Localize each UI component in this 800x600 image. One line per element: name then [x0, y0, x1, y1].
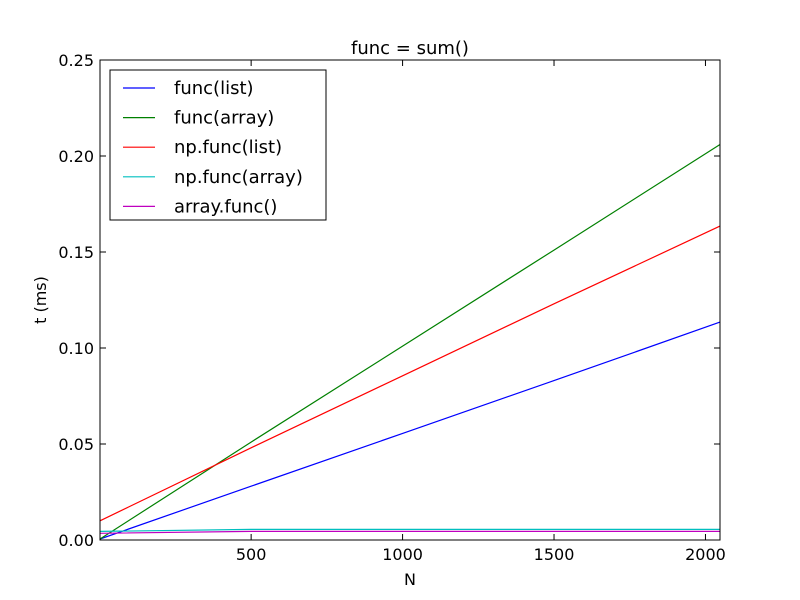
y-axis-label: t (ms) [31, 276, 50, 324]
x-tick-label: 500 [236, 545, 267, 564]
y-tick-label: 0.00 [58, 531, 94, 550]
y-tick-label: 0.10 [58, 339, 94, 358]
legend-label-4: array.func() [174, 196, 277, 217]
legend-label-1: func(array) [174, 108, 274, 129]
series-line-3 [99, 528, 720, 532]
x-tick-label: 1000 [382, 545, 423, 564]
chart-title: func = sum() [351, 38, 469, 59]
ticks-layer: 500 1000 1500 2000 0.00 0.05 0.10 0.15 0.20 0.25 [58, 51, 725, 564]
legend-label-2: np.func(list) [174, 137, 282, 158]
series-line-4 [99, 530, 720, 534]
y-tick-label: 0.20 [58, 147, 94, 166]
legend-box [109, 69, 327, 221]
legend-label-0: func(list) [174, 78, 254, 99]
plot-frame [99, 59, 721, 541]
y-tick-label: 0.15 [58, 243, 94, 262]
legend: func(list) func(array) np.func(list) np.fun… [109, 69, 327, 221]
x-axis-label: N [404, 570, 416, 589]
y-tick-label: 0.25 [58, 51, 94, 70]
series-line-1 [99, 143, 721, 540]
series-line-2 [99, 225, 721, 522]
series-layer [99, 143, 721, 540]
x-tick-label: 2000 [685, 545, 726, 564]
series-line-0 [99, 321, 721, 540]
legend-label-3: np.func(array) [174, 167, 303, 188]
x-tick-label: 1500 [534, 545, 575, 564]
y-tick-label: 0.05 [58, 435, 94, 454]
